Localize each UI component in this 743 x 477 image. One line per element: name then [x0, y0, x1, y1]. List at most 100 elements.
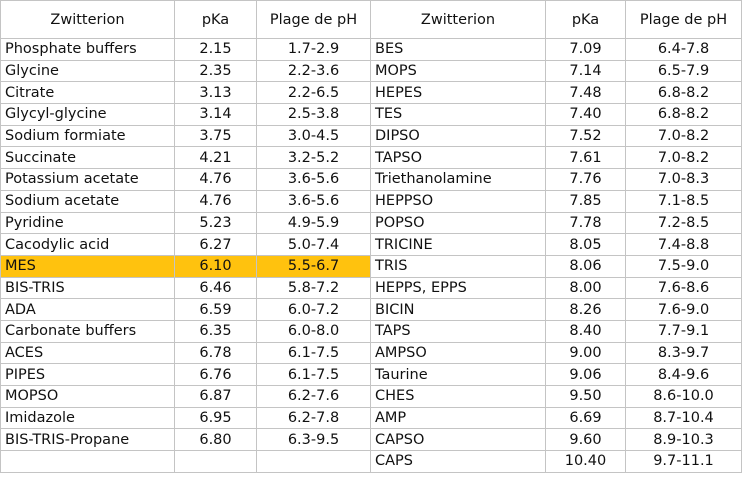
right-name-cell: TAPS — [370, 319, 546, 343]
right-ph-range-cell: 8.6-10.0 — [625, 385, 742, 408]
table-row: CAPS 10.40 9.7-11.1 — [0, 450, 742, 473]
left-ph-range-cell: 5.5-6.7 — [256, 254, 371, 278]
right-name-cell: HEPPSO — [370, 189, 546, 213]
left-name-cell: Glycine — [0, 59, 175, 83]
left-pka-cell: 6.10 — [174, 254, 257, 278]
table-row: Potassium acetate 4.76 3.6-5.6 Triethanolam… — [0, 168, 742, 191]
right-name-cell: CHES — [370, 385, 546, 408]
left-name-cell: ADA — [0, 298, 175, 321]
left-ph-range-cell: 6.1-7.5 — [256, 363, 371, 386]
left-ph-range-cell: 6.1-7.5 — [256, 341, 371, 365]
left-name-cell: MOPSO — [0, 385, 175, 408]
right-ph-range-cell: 7.0-8.2 — [625, 124, 742, 148]
right-ph-range-cell: 9.7-11.1 — [625, 450, 742, 473]
table-row: Succinate 4.21 3.2-5.2 TAPSO 7.61 7.0-8.2 — [0, 146, 742, 170]
right-ph-range-cell: 8.9-10.3 — [625, 428, 742, 452]
right-pka-cell: 8.00 — [545, 276, 626, 300]
header-pka-left: pKa — [174, 0, 257, 39]
left-ph-range-cell: 4.9-5.9 — [256, 211, 371, 235]
right-pka-cell: 9.60 — [545, 428, 626, 452]
table-row: Glycyl-glycine 3.14 2.5-3.8 TES 7.40 6.8-8.2 — [0, 103, 742, 126]
right-pka-cell: 7.85 — [545, 189, 626, 213]
left-ph-range-cell: 6.0-8.0 — [256, 319, 371, 343]
right-pka-cell: 10.40 — [545, 450, 626, 473]
left-name-cell: Sodium acetate — [0, 189, 175, 213]
left-pka-cell: 4.21 — [174, 146, 257, 170]
right-pka-cell: 7.61 — [545, 146, 626, 170]
left-pka-cell: 3.13 — [174, 81, 257, 105]
table-row: Sodium formiate 3.75 3.0-4.5 DIPSO 7.52 7.0-8… — [0, 124, 742, 148]
right-name-cell: HEPPS, EPPS — [370, 276, 546, 300]
right-pka-cell: 7.14 — [545, 59, 626, 83]
left-pka-cell: 3.75 — [174, 124, 257, 148]
right-pka-cell: 7.48 — [545, 81, 626, 105]
left-pka-cell: 6.76 — [174, 363, 257, 386]
left-ph-range-cell: 3.2-5.2 — [256, 146, 371, 170]
left-pka-cell: 6.87 — [174, 385, 257, 408]
left-name-cell: BIS-TRIS — [0, 276, 175, 300]
left-pka-cell: 6.78 — [174, 341, 257, 365]
left-pka-cell: 4.76 — [174, 189, 257, 213]
left-ph-range-cell: 6.2-7.8 — [256, 406, 371, 430]
right-pka-cell: 8.26 — [545, 298, 626, 321]
left-name-cell: Citrate — [0, 81, 175, 105]
right-pka-cell: 9.50 — [545, 385, 626, 408]
header-ph-range-left: Plage de pH — [256, 0, 371, 39]
right-ph-range-cell: 6.8-8.2 — [625, 81, 742, 105]
right-ph-range-cell: 7.4-8.8 — [625, 233, 742, 256]
left-name-cell: PIPES — [0, 363, 175, 386]
table-row: Sodium acetate 4.76 3.6-5.6 HEPPSO 7.85 7.1-8… — [0, 189, 742, 213]
table-row: MES 6.10 5.5-6.7 TRIS 8.06 7.5-9.0 — [0, 254, 742, 278]
table-row: Carbonate buffers 6.35 6.0-8.0 TAPS 8.40 7.7-… — [0, 319, 742, 343]
left-ph-range-cell: 2.5-3.8 — [256, 103, 371, 126]
table-row: BIS-TRIS 6.46 5.8-7.2 HEPPS, EPPS 8.00 7.6-8.… — [0, 276, 742, 300]
right-pka-cell: 7.76 — [545, 168, 626, 191]
header-pka-right: pKa — [545, 0, 626, 39]
left-pka-cell: 6.35 — [174, 319, 257, 343]
left-ph-range-cell — [256, 450, 371, 473]
right-name-cell: POPSO — [370, 211, 546, 235]
left-name-cell: Cacodylic acid — [0, 233, 175, 256]
left-ph-range-cell: 2.2-6.5 — [256, 81, 371, 105]
right-name-cell: AMPSO — [370, 341, 546, 365]
right-pka-cell: 7.52 — [545, 124, 626, 148]
left-name-cell: ACES — [0, 341, 175, 365]
right-ph-range-cell: 6.4-7.8 — [625, 38, 742, 61]
header-zwitterion-left: Zwitterion — [0, 0, 175, 39]
left-ph-range-cell: 6.3-9.5 — [256, 428, 371, 452]
right-ph-range-cell: 8.4-9.6 — [625, 363, 742, 386]
right-name-cell: MOPS — [370, 59, 546, 83]
table-row: Phosphate buffers 2.15 1.7-2.9 BES 7.09 6.4-7… — [0, 38, 742, 61]
table-row: Pyridine 5.23 4.9-5.9 POPSO 7.78 7.2-8.5 — [0, 211, 742, 235]
left-name-cell: Phosphate buffers — [0, 38, 175, 61]
left-pka-cell: 2.35 — [174, 59, 257, 83]
right-name-cell: DIPSO — [370, 124, 546, 148]
right-name-cell: BES — [370, 38, 546, 61]
right-ph-range-cell: 7.2-8.5 — [625, 211, 742, 235]
right-pka-cell: 6.69 — [545, 406, 626, 430]
right-pka-cell: 8.05 — [545, 233, 626, 256]
left-ph-range-cell: 3.0-4.5 — [256, 124, 371, 148]
left-pka-cell: 6.59 — [174, 298, 257, 321]
left-pka-cell: 6.27 — [174, 233, 257, 256]
left-ph-range-cell: 3.6-5.6 — [256, 189, 371, 213]
left-name-cell: MES — [0, 254, 175, 278]
right-ph-range-cell: 6.5-7.9 — [625, 59, 742, 83]
right-ph-range-cell: 7.0-8.2 — [625, 146, 742, 170]
right-name-cell: TES — [370, 103, 546, 126]
right-pka-cell: 9.06 — [545, 363, 626, 386]
left-ph-range-cell: 6.0-7.2 — [256, 298, 371, 321]
right-name-cell: TRICINE — [370, 233, 546, 256]
table-row: BIS-TRIS-Propane 6.80 6.3-9.5 CAPSO 9.60 8.9-… — [0, 428, 742, 452]
left-pka-cell: 6.95 — [174, 406, 257, 430]
header-row: Zwitterion pKa Plage de pH Zwitterion pK… — [0, 0, 742, 39]
left-ph-range-cell: 5.8-7.2 — [256, 276, 371, 300]
left-name-cell: BIS-TRIS-Propane — [0, 428, 175, 452]
left-ph-range-cell: 6.2-7.6 — [256, 385, 371, 408]
right-pka-cell: 8.06 — [545, 254, 626, 278]
table-body: Phosphate buffers 2.15 1.7-2.9 BES 7.09 6.4-7… — [0, 38, 742, 473]
table-row: Glycine 2.35 2.2-3.6 MOPS 7.14 6.5-7.9 — [0, 59, 742, 83]
right-pka-cell: 7.40 — [545, 103, 626, 126]
right-name-cell: TAPSO — [370, 146, 546, 170]
